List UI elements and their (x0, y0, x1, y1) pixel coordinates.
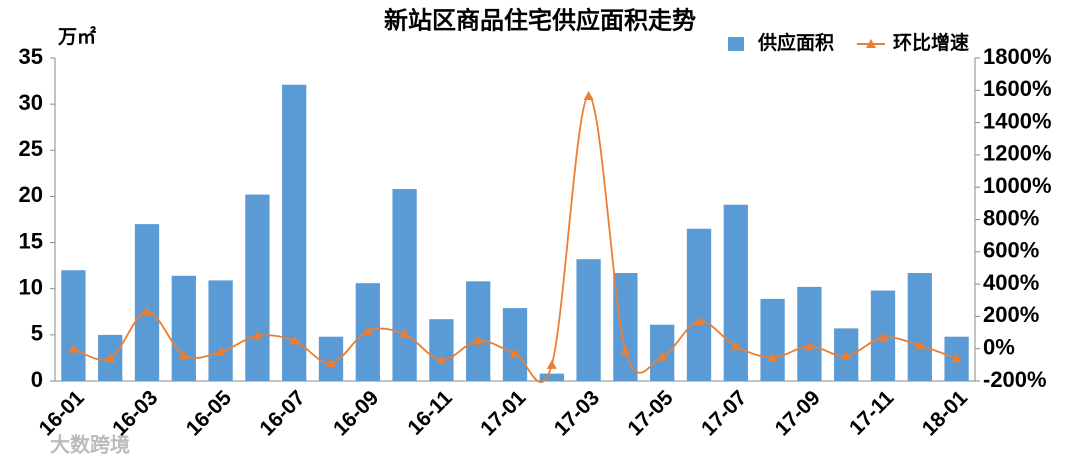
y2-tick-label: 400% (983, 270, 1039, 295)
line-marker (510, 348, 520, 358)
y-tick-label: 35 (19, 44, 43, 69)
line-marker (252, 330, 263, 340)
legend-label: 供应面积 (757, 31, 834, 54)
bar (61, 270, 86, 381)
bar (208, 280, 233, 381)
legend-label: 环比增速 (893, 31, 969, 54)
chart-title: 新站区商品住宅供应面积走势 (384, 6, 696, 34)
line-marker (68, 343, 79, 353)
y2-tick-label: 1000% (983, 173, 1052, 198)
legend-swatch (866, 39, 876, 48)
y2-tick-label: 1400% (983, 108, 1052, 133)
bar (171, 275, 196, 381)
line-marker (951, 353, 962, 363)
line-marker (436, 355, 447, 365)
line-marker (914, 340, 925, 350)
bar (576, 259, 601, 381)
bar (466, 281, 491, 381)
line-marker (105, 353, 116, 363)
bar (613, 273, 638, 381)
y-tick-label: 20 (19, 182, 43, 207)
bar (502, 308, 528, 381)
line-marker (878, 332, 888, 342)
line-marker (620, 345, 631, 355)
bar (797, 286, 822, 381)
y2-tick-label: 1600% (983, 76, 1052, 101)
bar (539, 373, 564, 381)
bar (134, 224, 160, 381)
line-marker (473, 335, 484, 345)
y-tick-label: 30 (19, 90, 43, 115)
bar (392, 189, 417, 381)
y2-tick-label: 0% (983, 335, 1015, 360)
bar (282, 84, 307, 382)
y2-tick-label: 1800% (983, 44, 1052, 69)
y2-tick-label: 600% (983, 238, 1039, 263)
legend-swatch (728, 37, 744, 51)
watermark: 大数跨境 (50, 432, 130, 456)
line-marker (178, 350, 189, 360)
line (73, 95, 957, 383)
y2-tick-label: -200% (983, 367, 1047, 392)
line-marker (657, 351, 668, 361)
line-marker (730, 341, 741, 351)
y-tick-label: 25 (19, 136, 43, 161)
line-marker (289, 335, 300, 345)
line-marker (326, 358, 336, 368)
y2-tick-label: 800% (983, 205, 1039, 230)
y-tick-label: 15 (19, 228, 43, 253)
bar (245, 194, 270, 381)
line-marker (804, 341, 815, 351)
line-marker (767, 352, 778, 362)
line-marker (362, 325, 373, 335)
y-tick-label: 10 (19, 275, 43, 300)
y-axis-label: 万㎡ (57, 25, 96, 48)
line-marker (399, 329, 410, 339)
y2-tick-label: 200% (983, 302, 1039, 327)
y-tick-label: 5 (31, 321, 43, 346)
line-marker (583, 90, 594, 100)
bar (723, 204, 748, 381)
bar (429, 319, 454, 381)
bar (907, 273, 932, 381)
y-tick-label: 0 (31, 367, 43, 392)
line-marker (215, 346, 226, 356)
bar (686, 228, 712, 381)
line-marker (694, 316, 704, 326)
y2-tick-label: 1200% (983, 141, 1052, 166)
line-marker (841, 350, 852, 360)
line-marker (142, 306, 152, 316)
bar (760, 298, 785, 381)
line-marker (546, 359, 557, 369)
